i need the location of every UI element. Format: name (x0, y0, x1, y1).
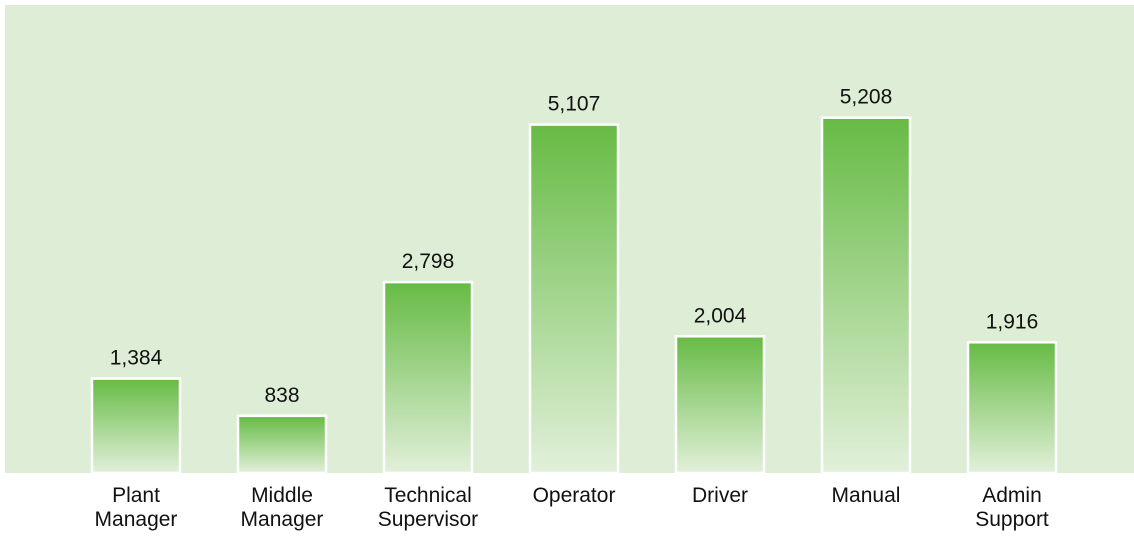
x-tick-label: Admin Support (975, 484, 1049, 531)
x-tick-label: Technical Supervisor (377, 484, 479, 531)
data-label: 1,916 (986, 310, 1039, 333)
bar (90, 377, 182, 475)
bar (236, 414, 328, 475)
bar (820, 116, 912, 475)
bar (966, 341, 1058, 475)
data-label: 5,208 (840, 86, 893, 109)
bar (674, 335, 766, 475)
x-tick-label: Plant Manager (94, 484, 178, 531)
data-label: 1,384 (110, 347, 163, 370)
data-label: 2,798 (402, 250, 455, 273)
bar (528, 123, 620, 475)
x-tick-label: Manual (831, 484, 901, 507)
data-label: 2,004 (694, 304, 747, 327)
data-label: 5,107 (548, 93, 601, 116)
x-tick-label: Middle Manager (240, 484, 324, 531)
x-tick-label: Operator (532, 484, 616, 507)
x-tick-label: Driver (692, 484, 748, 507)
data-label: 838 (264, 384, 299, 407)
bar (382, 280, 474, 475)
